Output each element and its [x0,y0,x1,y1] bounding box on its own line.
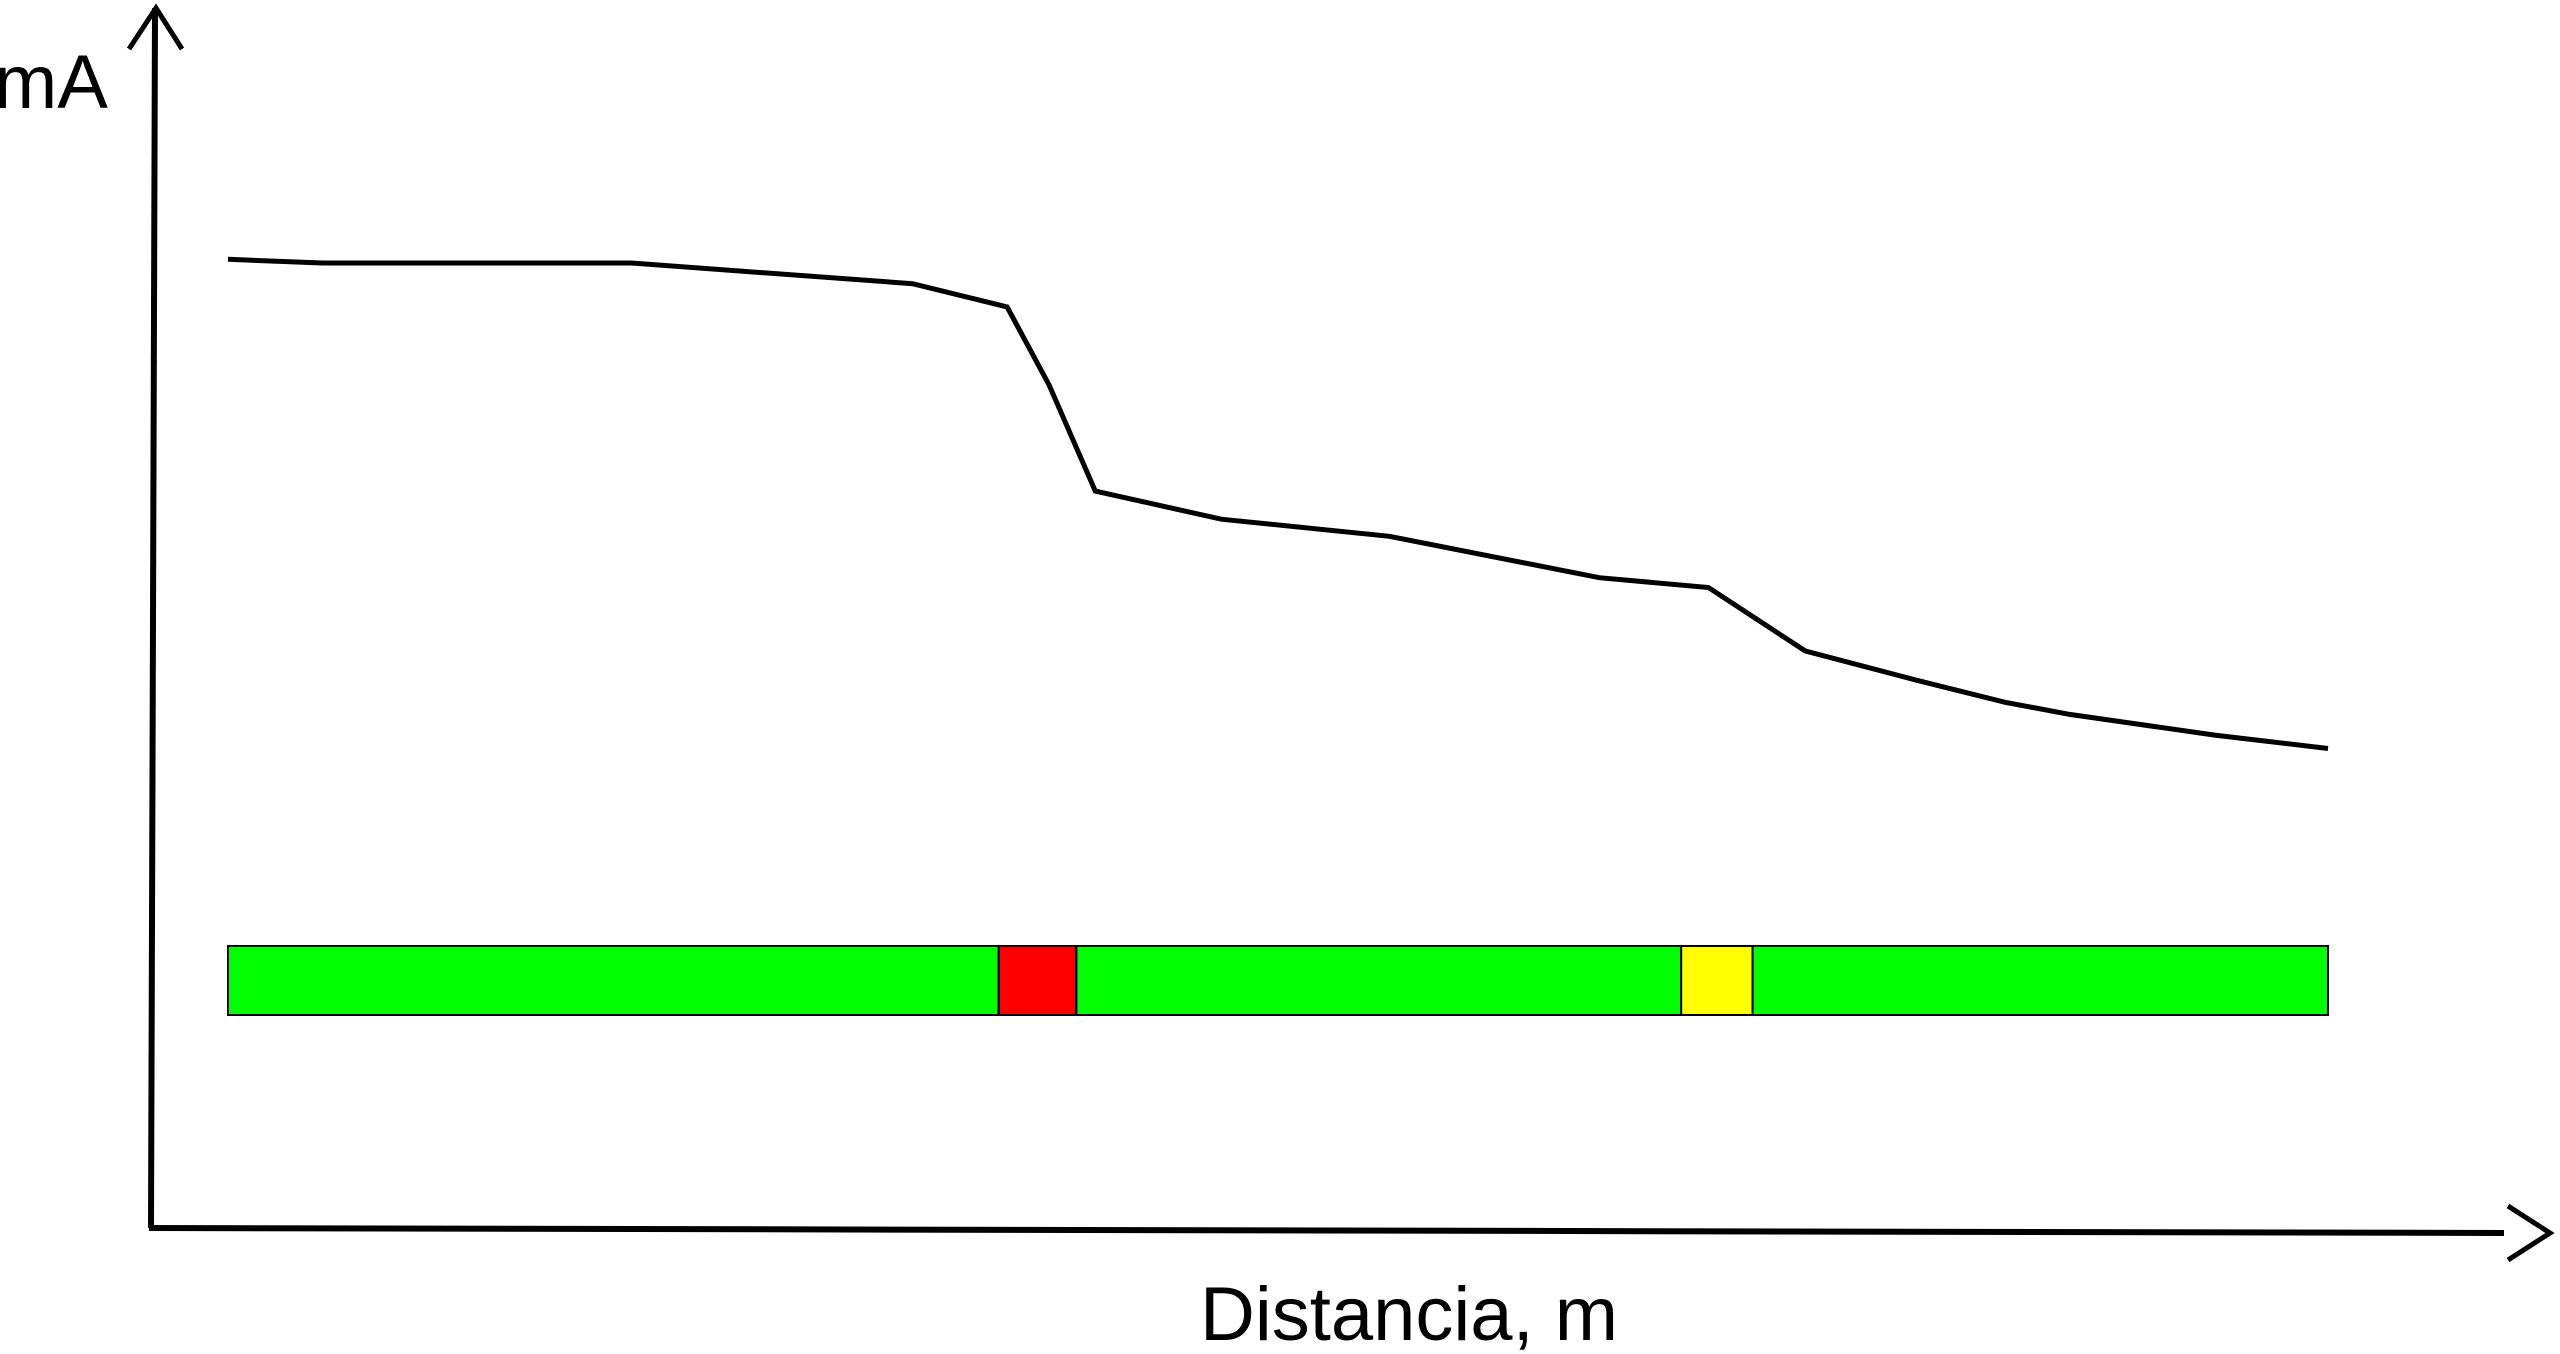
series-line-current [227,256,2329,751]
status-segment-ok-2 [1075,945,1683,1016]
status-bar [227,945,2329,1016]
x-axis [148,1225,2505,1236]
status-segment-ok-0 [227,945,1000,1016]
status-segment-warning-3 [1680,945,1754,1016]
x-axis-arrow-icon [2506,1203,2555,1263]
x-axis-label: Distancia, m [1200,1272,1618,1354]
status-segment-defect-1 [997,945,1078,1016]
y-axis-arrow-icon [126,3,185,51]
status-segment-ok-4 [1751,945,2329,1016]
y-axis [148,7,158,1229]
y-axis-label: mA [0,40,108,125]
